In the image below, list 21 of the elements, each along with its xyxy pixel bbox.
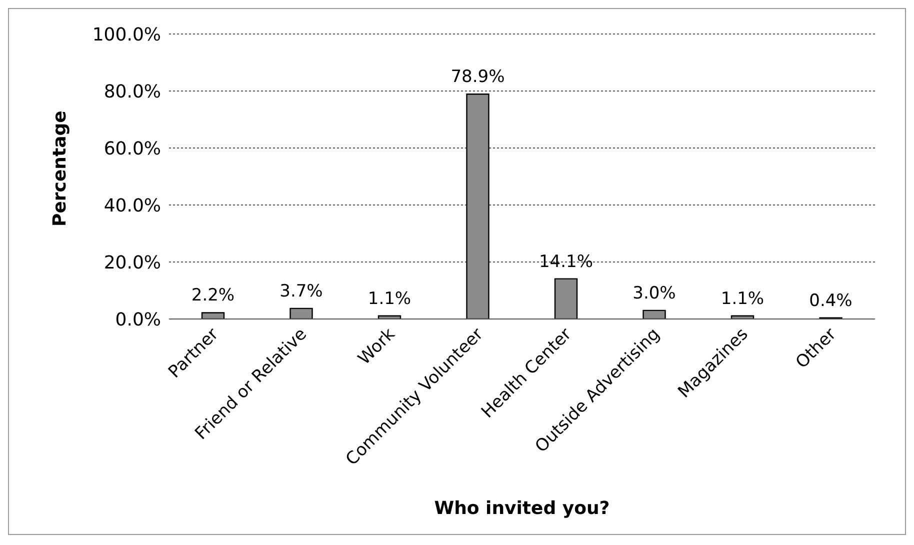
data-label: 2.2% bbox=[191, 286, 235, 306]
data-label: 14.1% bbox=[538, 252, 594, 272]
y-tick-label: 60.0% bbox=[104, 138, 161, 160]
data-label: 3.7% bbox=[280, 281, 323, 302]
y-tick-label: 100.0% bbox=[92, 24, 161, 46]
data-label: 1.1% bbox=[368, 288, 412, 309]
data-label: 1.1% bbox=[720, 288, 764, 309]
data-label: 3.0% bbox=[632, 283, 676, 304]
data-label: 0.4% bbox=[809, 290, 852, 311]
y-tick-label: 40.0% bbox=[104, 195, 161, 216]
bar bbox=[642, 310, 666, 319]
bar bbox=[466, 94, 490, 319]
y-axis-title: Percentage bbox=[49, 110, 70, 226]
x-axis-title: Who invited you? bbox=[434, 498, 610, 519]
bar bbox=[201, 312, 225, 319]
y-tick-label: 20.0% bbox=[104, 252, 161, 274]
data-label: 78.9% bbox=[450, 67, 505, 88]
y-tick-label: 80.0% bbox=[104, 81, 161, 102]
bar bbox=[554, 278, 578, 319]
y-tick-label: 0.0% bbox=[115, 309, 161, 330]
bar bbox=[290, 308, 313, 319]
